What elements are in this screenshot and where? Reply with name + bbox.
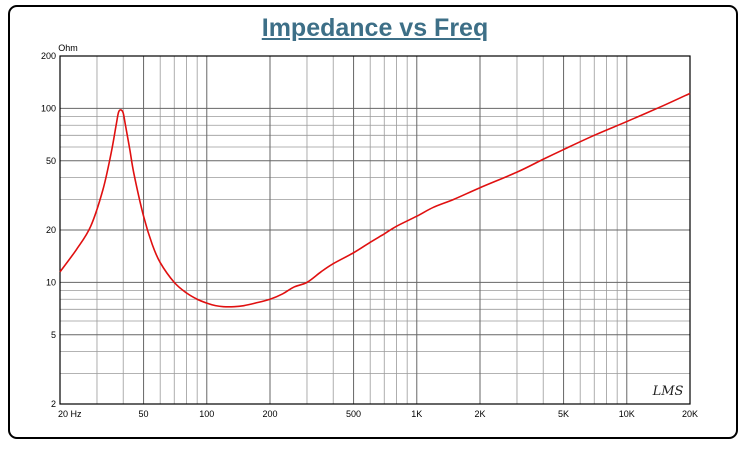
x-tick-label: 20K [682,409,698,419]
x-tick-label: 50 [139,409,149,419]
y-tick-label: 200 [41,51,56,61]
y-tick-label: 20 [46,225,56,235]
x-tick-label: 2K [474,409,485,419]
chart-title: Impedance vs Freq [261,14,489,42]
impedance-curve [59,92,691,308]
x-tick-label: 1K [411,409,422,419]
y-tick-label: 5 [51,330,56,340]
plot-area-border [59,55,691,405]
chart-frame [8,5,738,439]
y-tick-label: 2 [51,399,56,409]
x-tick-label: 100 [199,409,214,419]
x-tick-label: 200 [262,409,277,419]
y-tick-label: 10 [46,277,56,287]
x-tick-label: 500 [346,409,361,419]
y-tick-label: 50 [46,156,56,166]
x-tick-label: 10K [619,409,635,419]
x-tick-label: 5K [558,409,569,419]
lms-logo: LMS [652,384,684,399]
x-tick-label: 20 Hz [58,409,82,419]
y-axis-label: Ohm [58,43,78,53]
y-tick-label: 100 [41,103,56,113]
